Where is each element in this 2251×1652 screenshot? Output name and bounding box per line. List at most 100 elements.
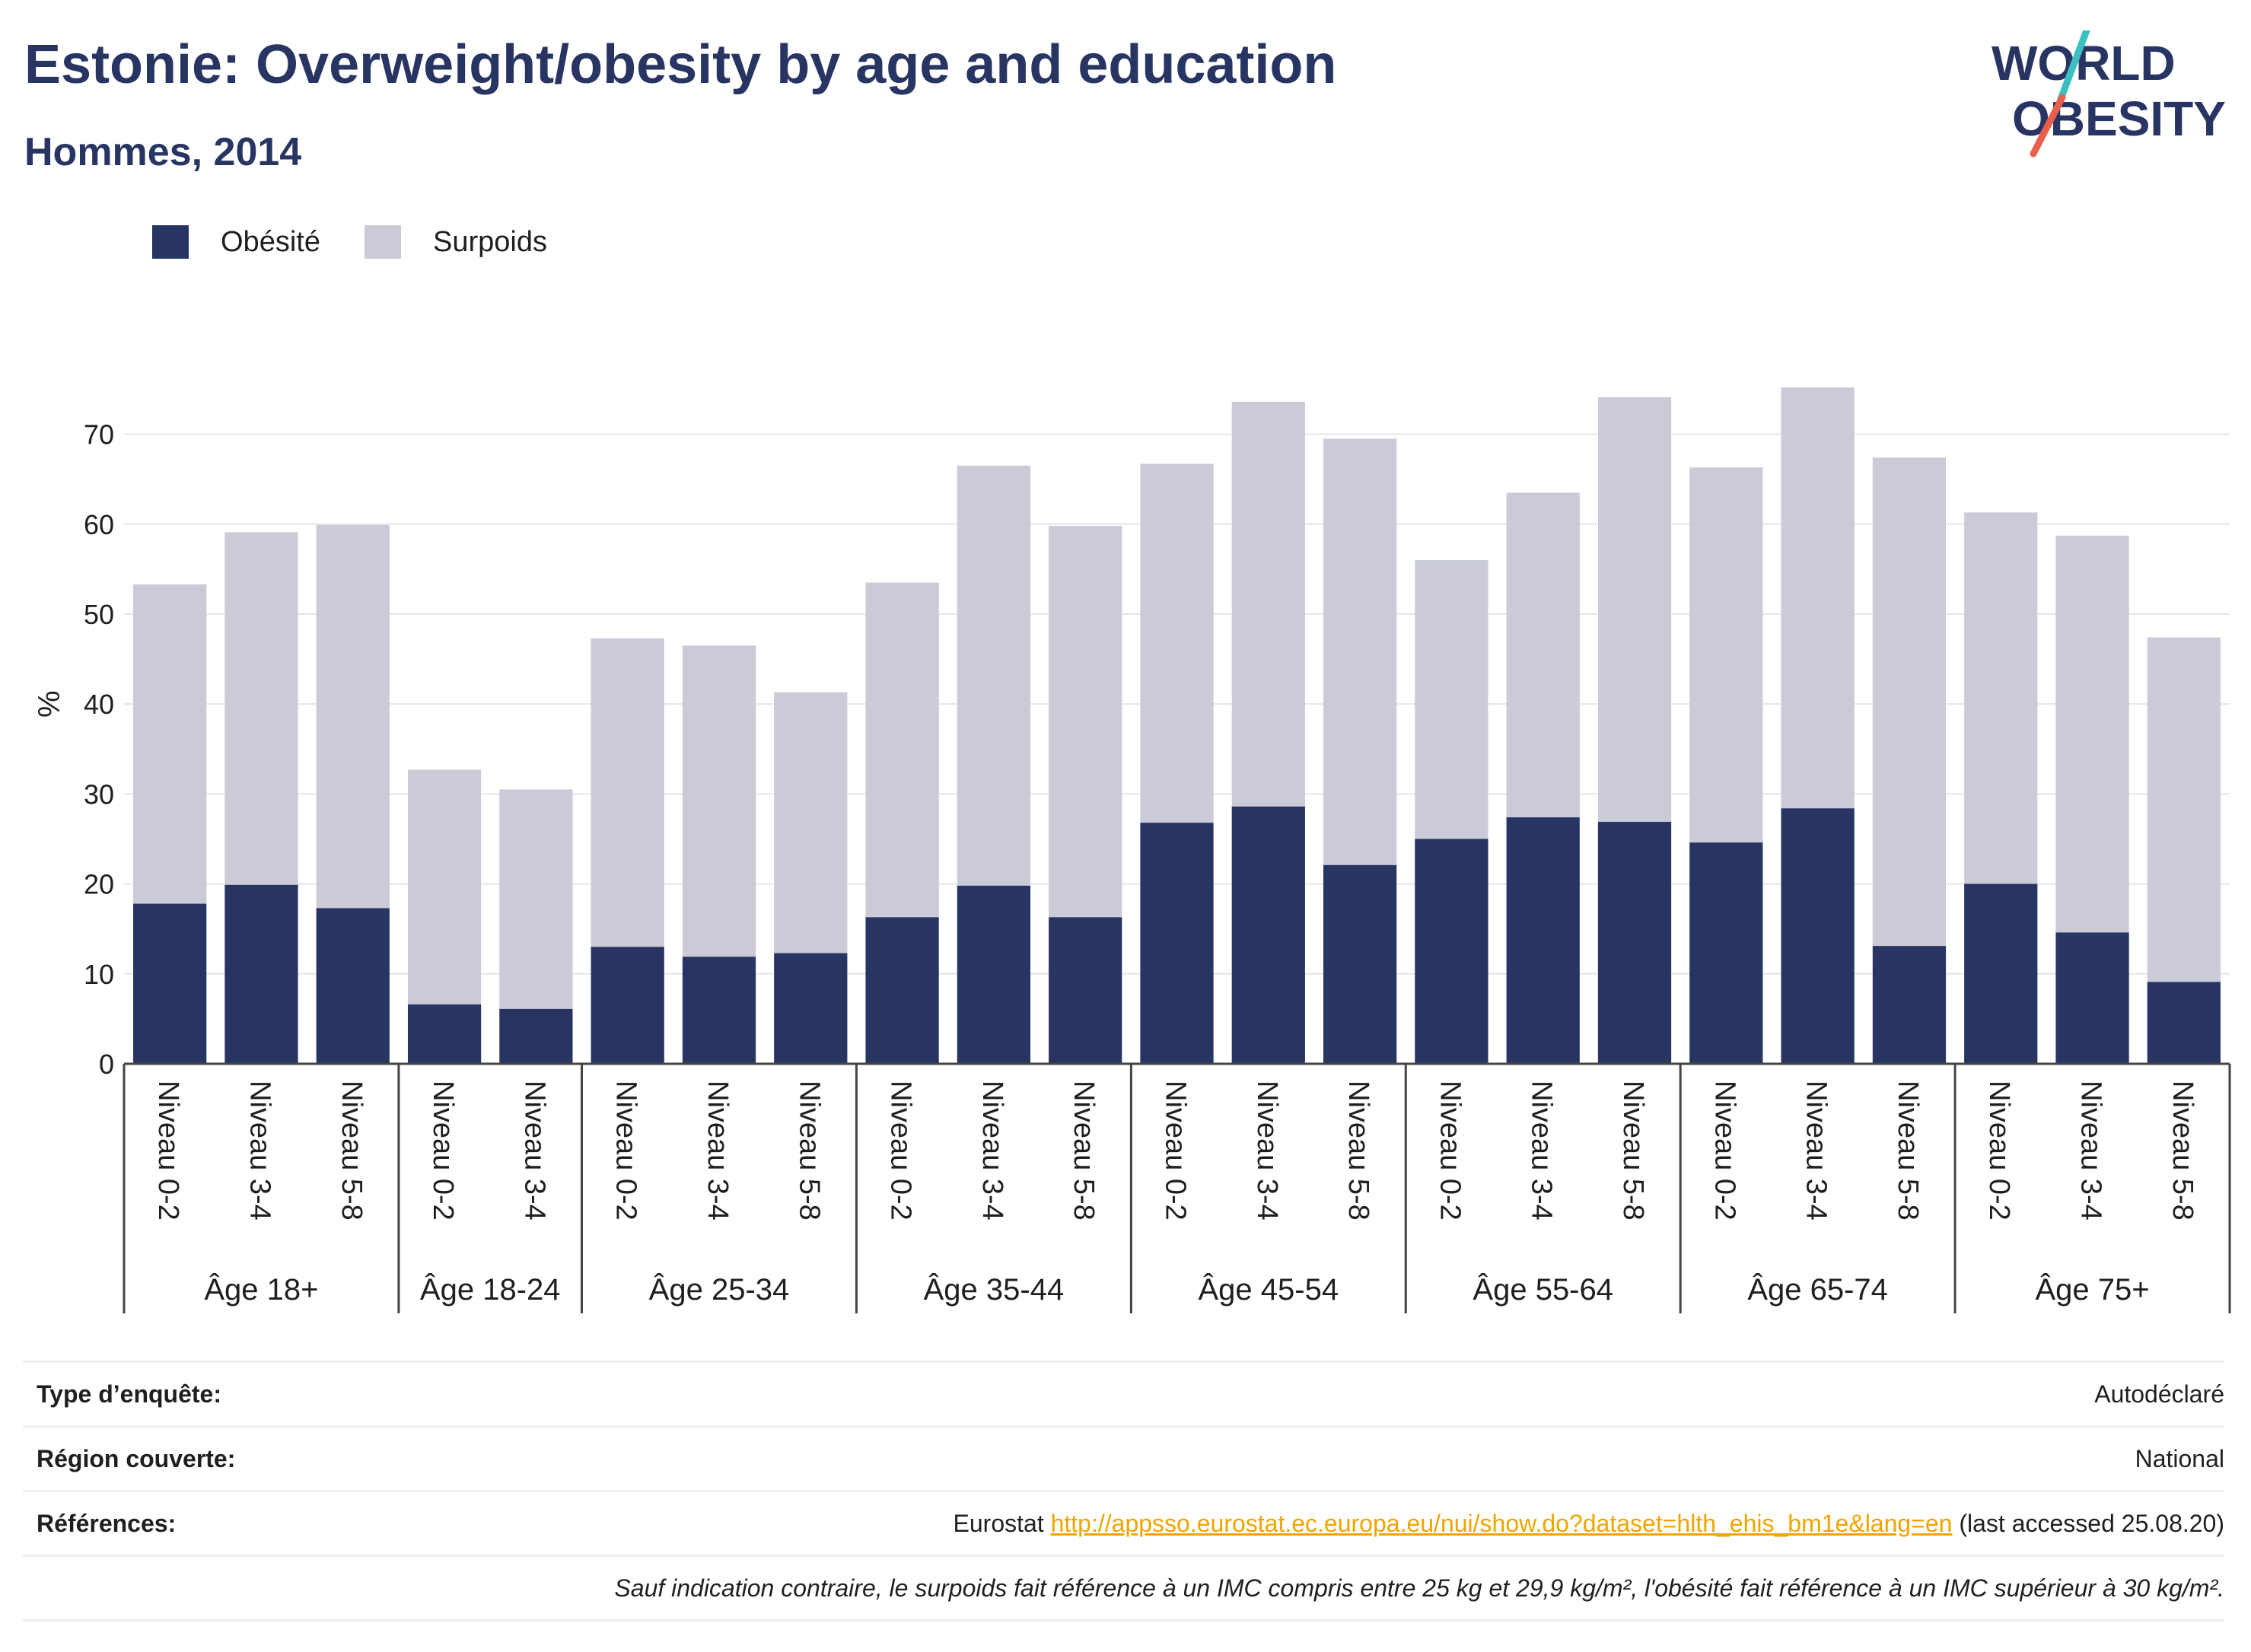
group-label: Âge 25-34: [649, 1272, 790, 1307]
reference-accessed: (last accessed 25.08.20): [1952, 1509, 2224, 1537]
stacked-bar-chart: 0 10 20 30 40 50 60 70% Niveau 0-2 Niveau 3-4 Nive…: [33, 387, 2231, 1313]
y-tick-label: 60: [84, 509, 114, 540]
bar-obesity: [1323, 864, 1397, 1064]
info-row-note: Sauf indication contraire, le surpoids f…: [23, 1555, 2224, 1622]
bar-overweight: [865, 582, 939, 918]
x-tick-label: Niveau 0-2: [1708, 1081, 1740, 1221]
info-row-references: Références: Eurostat http://appsso.euros…: [23, 1490, 2224, 1555]
y-tick-label: 0: [99, 1049, 114, 1080]
group-label: Âge 45-54: [1199, 1272, 1339, 1307]
bar-obesity: [1049, 917, 1122, 1064]
legend-swatch-overweight: [364, 225, 401, 259]
bar-overweight: [1689, 467, 1763, 843]
bar-overweight: [1140, 463, 1214, 823]
chart-legend: Obésité Surpoids: [152, 225, 591, 259]
bar-overweight: [1781, 387, 1855, 809]
logo-slash-top: [2057, 30, 2090, 103]
info-value-survey-type: Autodéclaré: [2094, 1380, 2224, 1408]
info-value-references: Eurostat http://appsso.eurostat.ec.europ…: [954, 1510, 2224, 1538]
legend-label-overweight: Surpoids: [432, 225, 547, 258]
info-table: Type d’enquête: Autodéclaré Région couve…: [23, 1361, 2224, 1622]
bar-overweight: [316, 524, 390, 909]
bar-overweight: [407, 769, 482, 1004]
bar-overweight: [1506, 492, 1580, 818]
bar-obesity: [2147, 982, 2221, 1064]
bar-overweight: [1597, 397, 1672, 823]
bar-obesity: [224, 884, 298, 1064]
bar-obesity: [1140, 823, 1214, 1064]
bar-overweight: [1049, 526, 1122, 918]
reference-link[interactable]: http://appsso.eurostat.ec.europa.eu/nui/…: [1050, 1509, 1953, 1537]
bar-overweight: [133, 584, 207, 904]
bar-obesity: [1597, 822, 1672, 1064]
x-tick-label: Niveau 5-8: [1892, 1081, 1924, 1221]
bar-obesity: [1872, 946, 1947, 1064]
bar-obesity: [1231, 806, 1305, 1064]
logo-slash-bottom: [2030, 94, 2066, 158]
y-axis-label: %: [33, 690, 66, 718]
x-tick-label: Niveau 3-4: [1251, 1081, 1283, 1221]
bar-obesity: [1689, 842, 1763, 1064]
definition-note: Sauf indication contraire, le surpoids f…: [614, 1574, 2224, 1602]
bar-overweight: [1872, 457, 1947, 947]
bar-obesity: [1781, 808, 1855, 1064]
info-label-references: Références:: [37, 1509, 177, 1537]
bar-obesity: [1506, 817, 1580, 1064]
bar-obesity: [591, 947, 664, 1064]
bar-obesity: [682, 957, 756, 1064]
x-tick-label: Niveau 3-4: [244, 1081, 275, 1221]
info-label-survey-type: Type d’enquête:: [37, 1380, 221, 1408]
x-tick-label: Niveau 5-8: [1342, 1081, 1374, 1221]
legend-swatch-obesity: [152, 225, 189, 259]
bar-obesity: [957, 885, 1031, 1064]
x-tick-label: Niveau 3-4: [2075, 1081, 2107, 1221]
x-tick-label: Niveau 3-4: [1800, 1081, 1832, 1221]
bar-overweight: [499, 789, 573, 1009]
x-tick-label: Niveau 0-2: [610, 1081, 642, 1221]
bar-overweight: [1323, 438, 1397, 865]
y-tick-label: 50: [84, 599, 114, 630]
x-tick-label: Niveau 0-2: [1983, 1081, 2015, 1221]
group-label: Âge 75+: [2035, 1272, 2149, 1307]
x-tick-label: Niveau 3-4: [1526, 1081, 1558, 1221]
x-tick-label: Niveau 0-2: [1434, 1081, 1466, 1221]
info-value-region: National: [2135, 1444, 2224, 1472]
x-tick-label: Niveau 0-2: [152, 1081, 184, 1221]
x-tick-label: Niveau 0-2: [885, 1081, 917, 1221]
bar-overweight: [774, 692, 848, 953]
bar-obesity: [133, 903, 207, 1064]
legend-item-overweight: Surpoids: [364, 225, 547, 259]
bar-overweight: [591, 638, 664, 947]
legend-label-obesity: Obésité: [221, 225, 320, 258]
y-tick-label: 20: [84, 869, 114, 900]
x-tick-label: Niveau 5-8: [2167, 1081, 2198, 1221]
x-tick-label: Niveau 5-8: [793, 1081, 825, 1221]
info-row-survey-type: Type d’enquête: Autodéclaré: [23, 1361, 2224, 1425]
bar-obesity: [407, 1004, 482, 1064]
chart-title: Estonie: Overweight/obesity by age and e…: [24, 34, 1337, 95]
x-tick-label: Niveau 3-4: [702, 1081, 734, 1221]
info-row-region: Région couverte: National: [23, 1425, 2224, 1490]
world-obesity-logo: WORLD OBESITY: [1992, 30, 2226, 158]
group-label: Âge 35-44: [924, 1272, 1065, 1307]
group-label: Âge 65-74: [1747, 1272, 1888, 1307]
x-tick-label: Niveau 5-8: [1068, 1081, 1100, 1221]
bar-overweight: [224, 532, 298, 885]
bar-overweight: [1415, 560, 1488, 839]
y-tick-label: 70: [84, 419, 114, 450]
bar-obesity: [499, 1008, 573, 1064]
bar-obesity: [774, 953, 848, 1064]
x-tick-label: Niveau 3-4: [518, 1081, 550, 1221]
bar-overweight: [2147, 637, 2221, 982]
bar-overweight: [1964, 512, 2038, 884]
y-tick-label: 10: [84, 959, 114, 990]
reference-source: Eurostat: [953, 1509, 1051, 1537]
x-tick-label: Niveau 3-4: [976, 1081, 1008, 1221]
y-tick-label: 40: [84, 689, 114, 720]
bar-obesity: [865, 917, 939, 1064]
info-label-region: Région couverte:: [37, 1444, 236, 1472]
x-tick-label: Niveau 0-2: [427, 1081, 459, 1221]
legend-item-obesity: Obésité: [152, 225, 320, 259]
bar-overweight: [682, 645, 756, 957]
bar-obesity: [1964, 883, 2038, 1064]
